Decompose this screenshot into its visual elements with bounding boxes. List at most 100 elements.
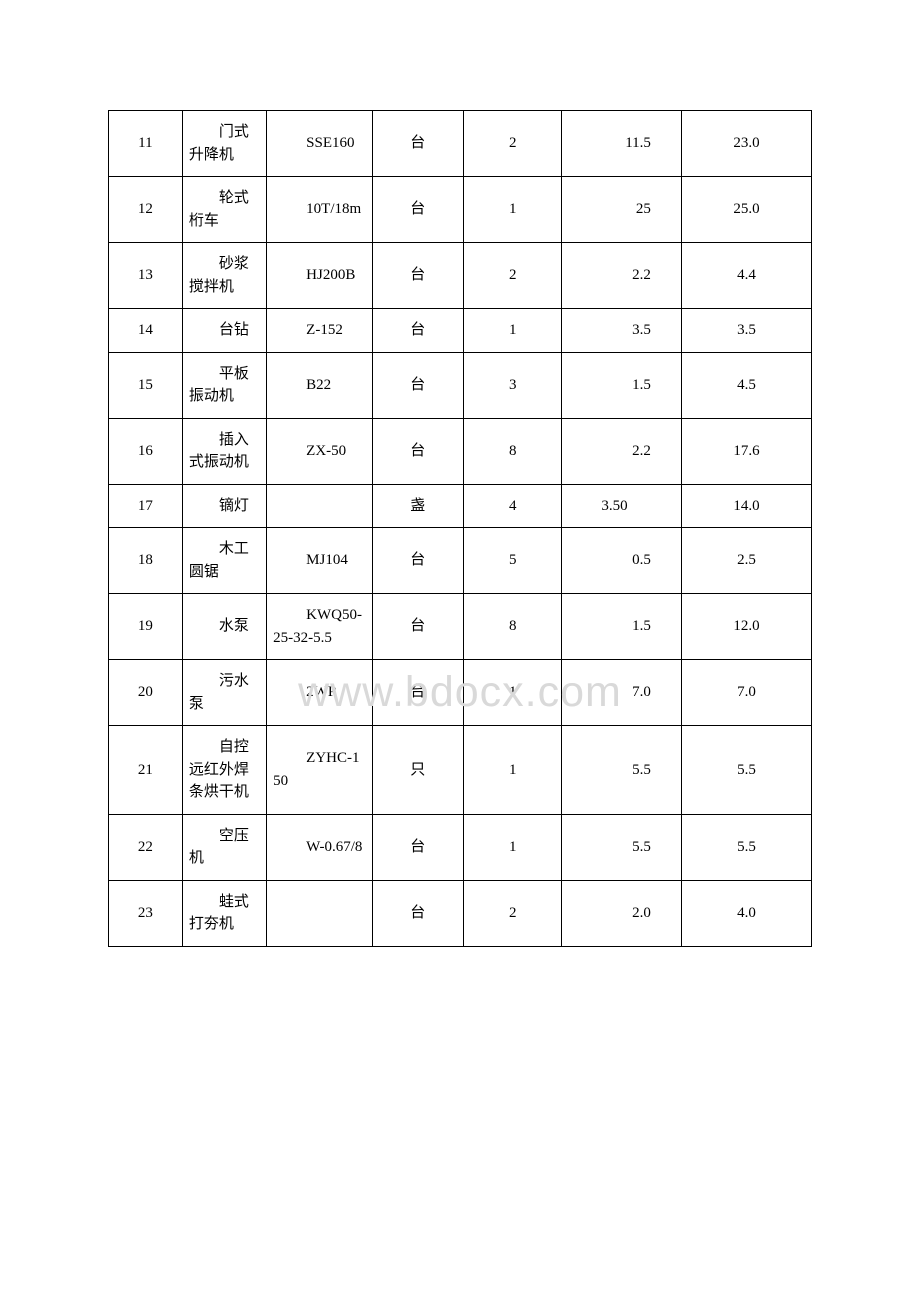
- cell-equipment-name: 平板振动机: [182, 352, 266, 418]
- cell-power: 2.0: [562, 880, 682, 946]
- cell-spec: 2WP: [267, 660, 372, 726]
- cell-unit: 盏: [372, 484, 463, 528]
- table-row: 11门式升降机SSE160台211.523.0: [109, 111, 812, 177]
- cell-equipment-name: 空压机: [182, 814, 266, 880]
- cell-spec: [267, 484, 372, 528]
- cell-quantity: 1: [463, 814, 561, 880]
- cell-quantity: 2: [463, 111, 561, 177]
- cell-index: 13: [109, 243, 183, 309]
- table-row: 21自控远红外焊条烘干机ZYHC-150只15.55.5: [109, 726, 812, 815]
- cell-equipment-name: 木工圆锯: [182, 528, 266, 594]
- table-row: 18木工圆锯MJ104台50.52.5: [109, 528, 812, 594]
- cell-total: 7.0: [681, 660, 811, 726]
- cell-unit: 台: [372, 111, 463, 177]
- table-row: 12轮式桁车10T/18m台12525.0: [109, 177, 812, 243]
- cell-spec: W-0.67/8: [267, 814, 372, 880]
- cell-spec: ZYHC-150: [267, 726, 372, 815]
- cell-unit: 台: [372, 309, 463, 353]
- cell-index: 20: [109, 660, 183, 726]
- cell-spec: [267, 880, 372, 946]
- cell-equipment-name: 轮式桁车: [182, 177, 266, 243]
- cell-quantity: 2: [463, 880, 561, 946]
- cell-total: 23.0: [681, 111, 811, 177]
- cell-total: 4.4: [681, 243, 811, 309]
- cell-equipment-name: 自控远红外焊条烘干机: [182, 726, 266, 815]
- cell-index: 23: [109, 880, 183, 946]
- cell-total: 4.5: [681, 352, 811, 418]
- cell-spec: MJ104: [267, 528, 372, 594]
- cell-total: 14.0: [681, 484, 811, 528]
- cell-power: 5.5: [562, 726, 682, 815]
- cell-equipment-name: 蛙式打夯机: [182, 880, 266, 946]
- equipment-table-body: 11门式升降机SSE160台211.523.012轮式桁车10T/18m台125…: [109, 111, 812, 947]
- cell-total: 4.0: [681, 880, 811, 946]
- table-row: 22空压机W-0.67/8台15.55.5: [109, 814, 812, 880]
- cell-power: 25: [562, 177, 682, 243]
- cell-power: 2.2: [562, 243, 682, 309]
- cell-equipment-name: 水泵: [182, 594, 266, 660]
- cell-power: 1.5: [562, 352, 682, 418]
- table-container: 11门式升降机SSE160台211.523.012轮式桁车10T/18m台125…: [0, 0, 920, 1047]
- cell-power: 0.5: [562, 528, 682, 594]
- cell-index: 18: [109, 528, 183, 594]
- cell-total: 3.5: [681, 309, 811, 353]
- cell-spec: Z-152: [267, 309, 372, 353]
- cell-unit: 台: [372, 880, 463, 946]
- cell-equipment-name: 门式升降机: [182, 111, 266, 177]
- cell-spec: ZX-50: [267, 418, 372, 484]
- cell-equipment-name: 台钻: [182, 309, 266, 353]
- cell-quantity: 3: [463, 352, 561, 418]
- cell-unit: 台: [372, 814, 463, 880]
- cell-index: 17: [109, 484, 183, 528]
- table-row: 20污水泵2WP台17.07.0: [109, 660, 812, 726]
- cell-unit: 台: [372, 660, 463, 726]
- cell-index: 16: [109, 418, 183, 484]
- cell-spec: SSE160: [267, 111, 372, 177]
- cell-unit: 台: [372, 177, 463, 243]
- cell-power: 11.5: [562, 111, 682, 177]
- cell-spec: KWQ50-25-32-5.5: [267, 594, 372, 660]
- cell-total: 12.0: [681, 594, 811, 660]
- table-row: 13砂浆搅拌机HJ200B台22.24.4: [109, 243, 812, 309]
- table-row: 15平板振动机B22台31.54.5: [109, 352, 812, 418]
- cell-quantity: 1: [463, 660, 561, 726]
- table-row: 23蛙式打夯机 台22.04.0: [109, 880, 812, 946]
- table-row: 19水泵KWQ50-25-32-5.5台81.512.0: [109, 594, 812, 660]
- cell-quantity: 5: [463, 528, 561, 594]
- cell-index: 14: [109, 309, 183, 353]
- cell-index: 19: [109, 594, 183, 660]
- cell-power: 7.0: [562, 660, 682, 726]
- cell-unit: 台: [372, 418, 463, 484]
- cell-total: 25.0: [681, 177, 811, 243]
- cell-index: 22: [109, 814, 183, 880]
- cell-index: 15: [109, 352, 183, 418]
- table-row: 16插入式振动机ZX-50台82.217.6: [109, 418, 812, 484]
- cell-spec: HJ200B: [267, 243, 372, 309]
- cell-equipment-name: 插入式振动机: [182, 418, 266, 484]
- cell-power: 3.5: [562, 309, 682, 353]
- cell-quantity: 4: [463, 484, 561, 528]
- cell-unit: 台: [372, 594, 463, 660]
- cell-equipment-name: 污水泵: [182, 660, 266, 726]
- cell-unit: 只: [372, 726, 463, 815]
- cell-power: 2.2: [562, 418, 682, 484]
- cell-power: 5.5: [562, 814, 682, 880]
- cell-total: 5.5: [681, 726, 811, 815]
- cell-equipment-name: 砂浆搅拌机: [182, 243, 266, 309]
- cell-spec: B22: [267, 352, 372, 418]
- cell-index: 12: [109, 177, 183, 243]
- cell-unit: 台: [372, 352, 463, 418]
- cell-quantity: 2: [463, 243, 561, 309]
- cell-quantity: 1: [463, 726, 561, 815]
- cell-index: 11: [109, 111, 183, 177]
- table-row: 17镝灯盏43.5014.0: [109, 484, 812, 528]
- cell-total: 5.5: [681, 814, 811, 880]
- table-row: 14台钻Z-152台13.53.5: [109, 309, 812, 353]
- cell-quantity: 8: [463, 418, 561, 484]
- cell-power: 1.5: [562, 594, 682, 660]
- cell-unit: 台: [372, 528, 463, 594]
- equipment-table: 11门式升降机SSE160台211.523.012轮式桁车10T/18m台125…: [108, 110, 812, 947]
- cell-quantity: 1: [463, 177, 561, 243]
- cell-index: 21: [109, 726, 183, 815]
- cell-unit: 台: [372, 243, 463, 309]
